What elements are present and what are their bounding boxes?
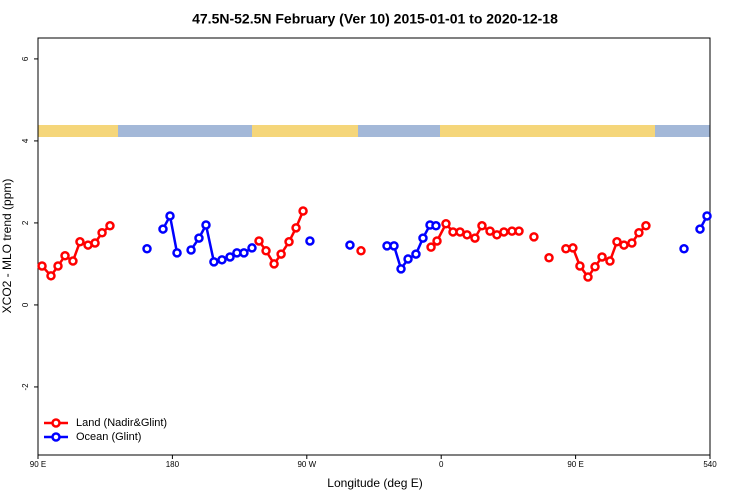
- data-point: [389, 241, 399, 251]
- data-point: [619, 240, 629, 250]
- data-point: [695, 224, 705, 234]
- data-point: [597, 252, 607, 262]
- data-point: [575, 261, 585, 271]
- data-point: [97, 228, 107, 238]
- legend-label: Land (Nadir&Glint): [76, 417, 167, 429]
- data-point: [411, 249, 421, 259]
- x-tick-label: 180: [166, 460, 180, 469]
- data-point: [217, 255, 227, 265]
- data-point: [239, 248, 249, 258]
- data-point: [627, 238, 637, 248]
- y-tick-label: 6: [21, 56, 30, 61]
- data-point: [284, 237, 294, 247]
- data-point: [345, 240, 355, 250]
- x-tick-label: 0: [439, 460, 444, 469]
- data-point: [605, 256, 615, 266]
- y-tick-label: 2: [21, 220, 30, 225]
- data-point: [158, 224, 168, 234]
- data-point: [269, 259, 279, 269]
- data-point: [485, 226, 495, 236]
- x-tick-label: 540: [703, 460, 717, 469]
- legend-marker: [51, 418, 61, 428]
- data-point: [418, 233, 428, 243]
- data-point: [194, 233, 204, 243]
- y-tick-label: -2: [21, 383, 30, 391]
- data-point: [165, 211, 175, 221]
- data-point: [499, 227, 509, 237]
- data-point: [105, 221, 115, 231]
- data-point: [641, 221, 651, 231]
- data-point: [356, 246, 366, 256]
- x-tick-label: 90 E: [567, 460, 583, 469]
- data-point: [201, 220, 211, 230]
- data-point: [544, 253, 554, 263]
- data-point: [441, 218, 451, 229]
- data-point: [90, 238, 100, 248]
- plot-frame: [37, 37, 711, 456]
- x-axis-label: Longitude (deg E): [327, 476, 422, 490]
- data-point: [634, 228, 644, 238]
- data-point: [60, 250, 70, 261]
- data-point: [291, 223, 301, 233]
- data-point: [46, 271, 56, 281]
- chart-title: 47.5N-52.5N February (Ver 10) 2015-01-01…: [192, 11, 558, 27]
- data-point: [209, 257, 219, 267]
- data-point: [431, 221, 441, 231]
- data-point: [426, 242, 436, 252]
- data-point: [396, 264, 406, 274]
- y-tick-label: 0: [21, 302, 30, 307]
- data-point: [37, 261, 47, 271]
- data-point: [68, 256, 78, 266]
- data-point: [462, 230, 472, 240]
- data-point: [261, 246, 271, 256]
- y-tick-label: 4: [21, 138, 30, 143]
- x-tick-label: 90 W: [297, 460, 316, 469]
- y-axis-label: XCO2 - MLO trend (ppm): [0, 179, 14, 314]
- data-point: [142, 244, 152, 254]
- data-point: [432, 236, 442, 246]
- data-point: [568, 243, 578, 253]
- series-line: [41, 210, 647, 280]
- data-point: [514, 226, 524, 236]
- data-point: [470, 233, 480, 243]
- data-point: [225, 252, 235, 262]
- x-tick-label: 90 E: [30, 460, 46, 469]
- data-point: [679, 244, 689, 254]
- data-point: [477, 221, 487, 231]
- legend-label: Ocean (Glint): [76, 431, 141, 443]
- data-point: [590, 262, 600, 272]
- data-point: [702, 211, 712, 221]
- land-ocean-strip: [38, 125, 710, 137]
- data-point: [172, 248, 182, 258]
- data-point: [53, 261, 63, 271]
- data-point: [403, 254, 413, 264]
- data-point: [529, 232, 539, 242]
- data-point: [612, 237, 622, 247]
- data-point: [276, 249, 286, 259]
- data-point: [186, 245, 196, 255]
- legend-marker: [51, 432, 61, 442]
- data-point: [298, 206, 308, 216]
- data-point: [247, 243, 257, 253]
- data-point: [254, 236, 264, 246]
- data-point: [583, 272, 593, 282]
- data-point: [75, 237, 85, 247]
- data-point: [305, 236, 315, 246]
